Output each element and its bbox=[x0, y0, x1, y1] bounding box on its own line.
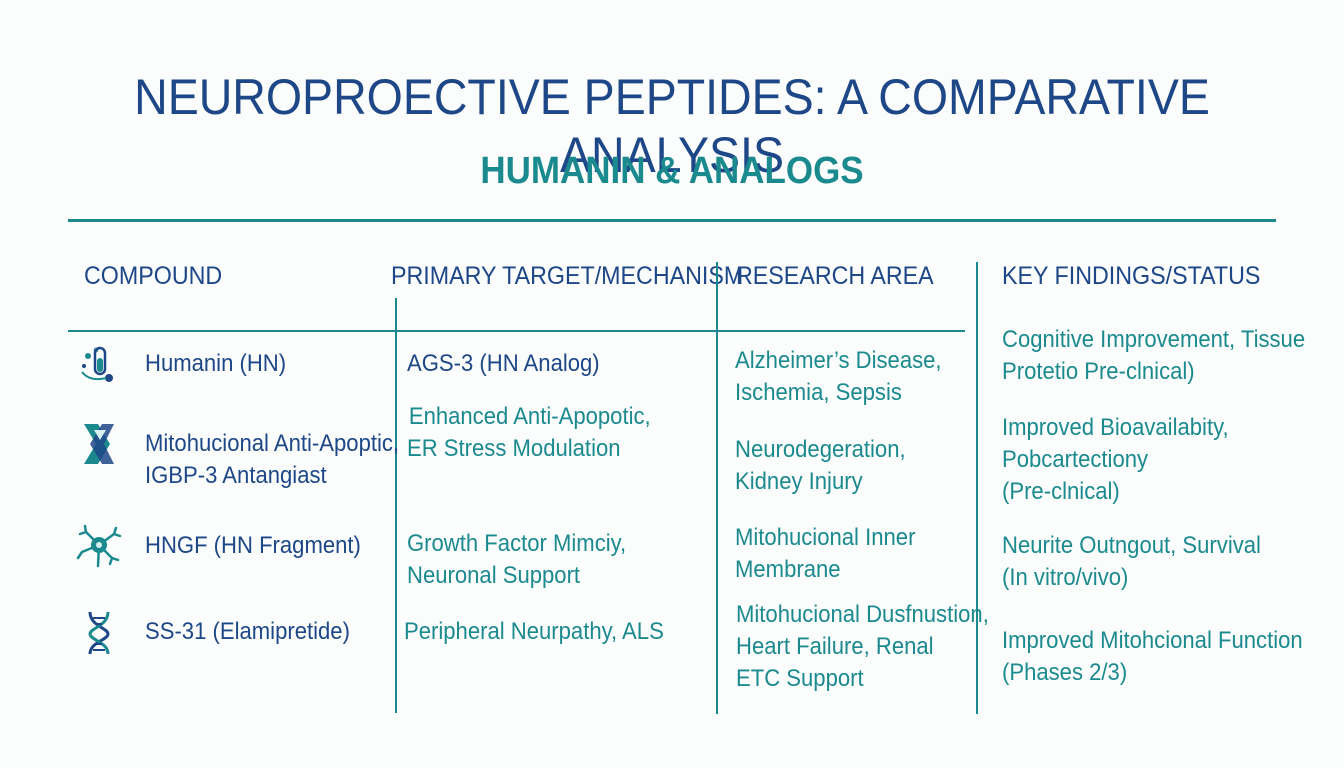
research-line: Ischemia, Sepsis bbox=[735, 379, 902, 406]
row-1-research: Alzheimer’s Disease, Ischemia, Sepsis bbox=[735, 345, 942, 409]
row-4-findings: Improved Mitohcional Function (Phases 2/… bbox=[1002, 625, 1303, 689]
row-3-findings: Neurite Outngout, Survival (In vitro/viv… bbox=[1002, 530, 1261, 594]
research-line: Mitohucional Dusfnustion, bbox=[736, 601, 989, 628]
compound-line: Humanin (HN) bbox=[145, 350, 287, 377]
findings-line: (In vitro/vivo) bbox=[1002, 564, 1129, 591]
header-research: RESEARCH AREA bbox=[736, 262, 934, 290]
compound-line: HNGF (HN Fragment) bbox=[145, 532, 361, 559]
neuron-icon bbox=[76, 524, 122, 568]
target-line: AGS-3 (HN Analog) bbox=[407, 350, 600, 377]
findings-line: Cognitive Improvement, Tissue bbox=[1002, 326, 1306, 353]
row-3-target: Growth Factor Mimciy, Neuronal Support bbox=[407, 528, 626, 592]
findings-line: Neurite Outngout, Survival bbox=[1002, 532, 1261, 559]
research-line: Membrane bbox=[735, 556, 841, 583]
page-subtitle: HUMANIN & ANALOGS bbox=[480, 150, 864, 192]
header-findings: KEY FINDINGS/STATUS bbox=[1002, 262, 1261, 290]
row-4-target: Peripheral Neurpathy, ALS bbox=[404, 616, 664, 648]
flask-icon bbox=[81, 346, 113, 382]
findings-line: (Phases 2/3) bbox=[1002, 659, 1128, 686]
row-2-compound: Mitohucional Anti-Apoptic, IGBP-3 Antang… bbox=[145, 428, 399, 492]
findings-line: Pobcartectiony bbox=[1002, 446, 1149, 473]
target-line: Neuronal Support bbox=[407, 562, 581, 589]
header-target: PRIMARY TARGET/MECHANISM bbox=[391, 262, 744, 290]
column-divider bbox=[395, 298, 397, 713]
findings-line: Improved Bioavailabity, bbox=[1002, 414, 1229, 441]
research-line: Mitohucional Inner bbox=[735, 524, 916, 551]
header-compound: COMPOUND bbox=[84, 262, 223, 290]
row-3-research: Mitohucional Inner Membrane bbox=[735, 522, 915, 586]
row-3-compound: HNGF (HN Fragment) bbox=[145, 530, 361, 562]
research-line: ETC Support bbox=[736, 665, 864, 692]
research-line: Neurodegeration, bbox=[735, 436, 906, 463]
row-1-findings: Cognitive Improvement, Tissue Protetio P… bbox=[1002, 324, 1305, 388]
column-divider bbox=[976, 262, 978, 714]
column-divider bbox=[716, 262, 718, 714]
row-2-target: Enhanced Anti-Apopotic, ER Stress Modula… bbox=[407, 401, 651, 465]
research-line: Kidney Injury bbox=[735, 468, 863, 495]
research-line: Alzheimer’s Disease, bbox=[735, 347, 942, 374]
findings-line: Protetio Pre-clnical) bbox=[1002, 358, 1195, 385]
row-2-findings: Improved Bioavailabity, Pobcartectiony (… bbox=[1002, 412, 1229, 508]
target-line: Enhanced Anti-Apopotic, bbox=[408, 403, 651, 430]
row-4-compound: SS-31 (Elamipretide) bbox=[145, 616, 350, 648]
title-divider bbox=[68, 219, 1276, 222]
dna-icon bbox=[88, 611, 110, 655]
row-4-research: Mitohucional Dusfnustion, Heart Failure,… bbox=[736, 599, 989, 695]
compound-line: Mitohucional Anti-Apoptic, bbox=[145, 430, 400, 457]
target-line: Peripheral Neurpathy, ALS bbox=[404, 618, 664, 645]
header-divider bbox=[68, 330, 965, 332]
findings-line: Improved Mitohcional Function bbox=[1002, 627, 1303, 654]
compound-line: IGBP-3 Antangiast bbox=[145, 462, 327, 489]
row-1-target: AGS-3 (HN Analog) bbox=[407, 348, 600, 380]
research-line: Heart Failure, Renal bbox=[736, 633, 934, 660]
compound-line: SS-31 (Elamipretide) bbox=[145, 618, 350, 645]
findings-line: (Pre-clnical) bbox=[1002, 478, 1120, 505]
row-2-research: Neurodegeration, Kidney Injury bbox=[735, 434, 906, 498]
page-title: NEUROPROECTIVE PEPTIDES: A COMPARATIVE A… bbox=[134, 69, 1210, 183]
target-line: Growth Factor Mimciy, bbox=[407, 530, 627, 557]
ribbon-helix-icon bbox=[84, 424, 114, 464]
target-line: ER Stress Modulation bbox=[407, 435, 621, 462]
row-1-compound: Humanin (HN) bbox=[145, 348, 286, 380]
